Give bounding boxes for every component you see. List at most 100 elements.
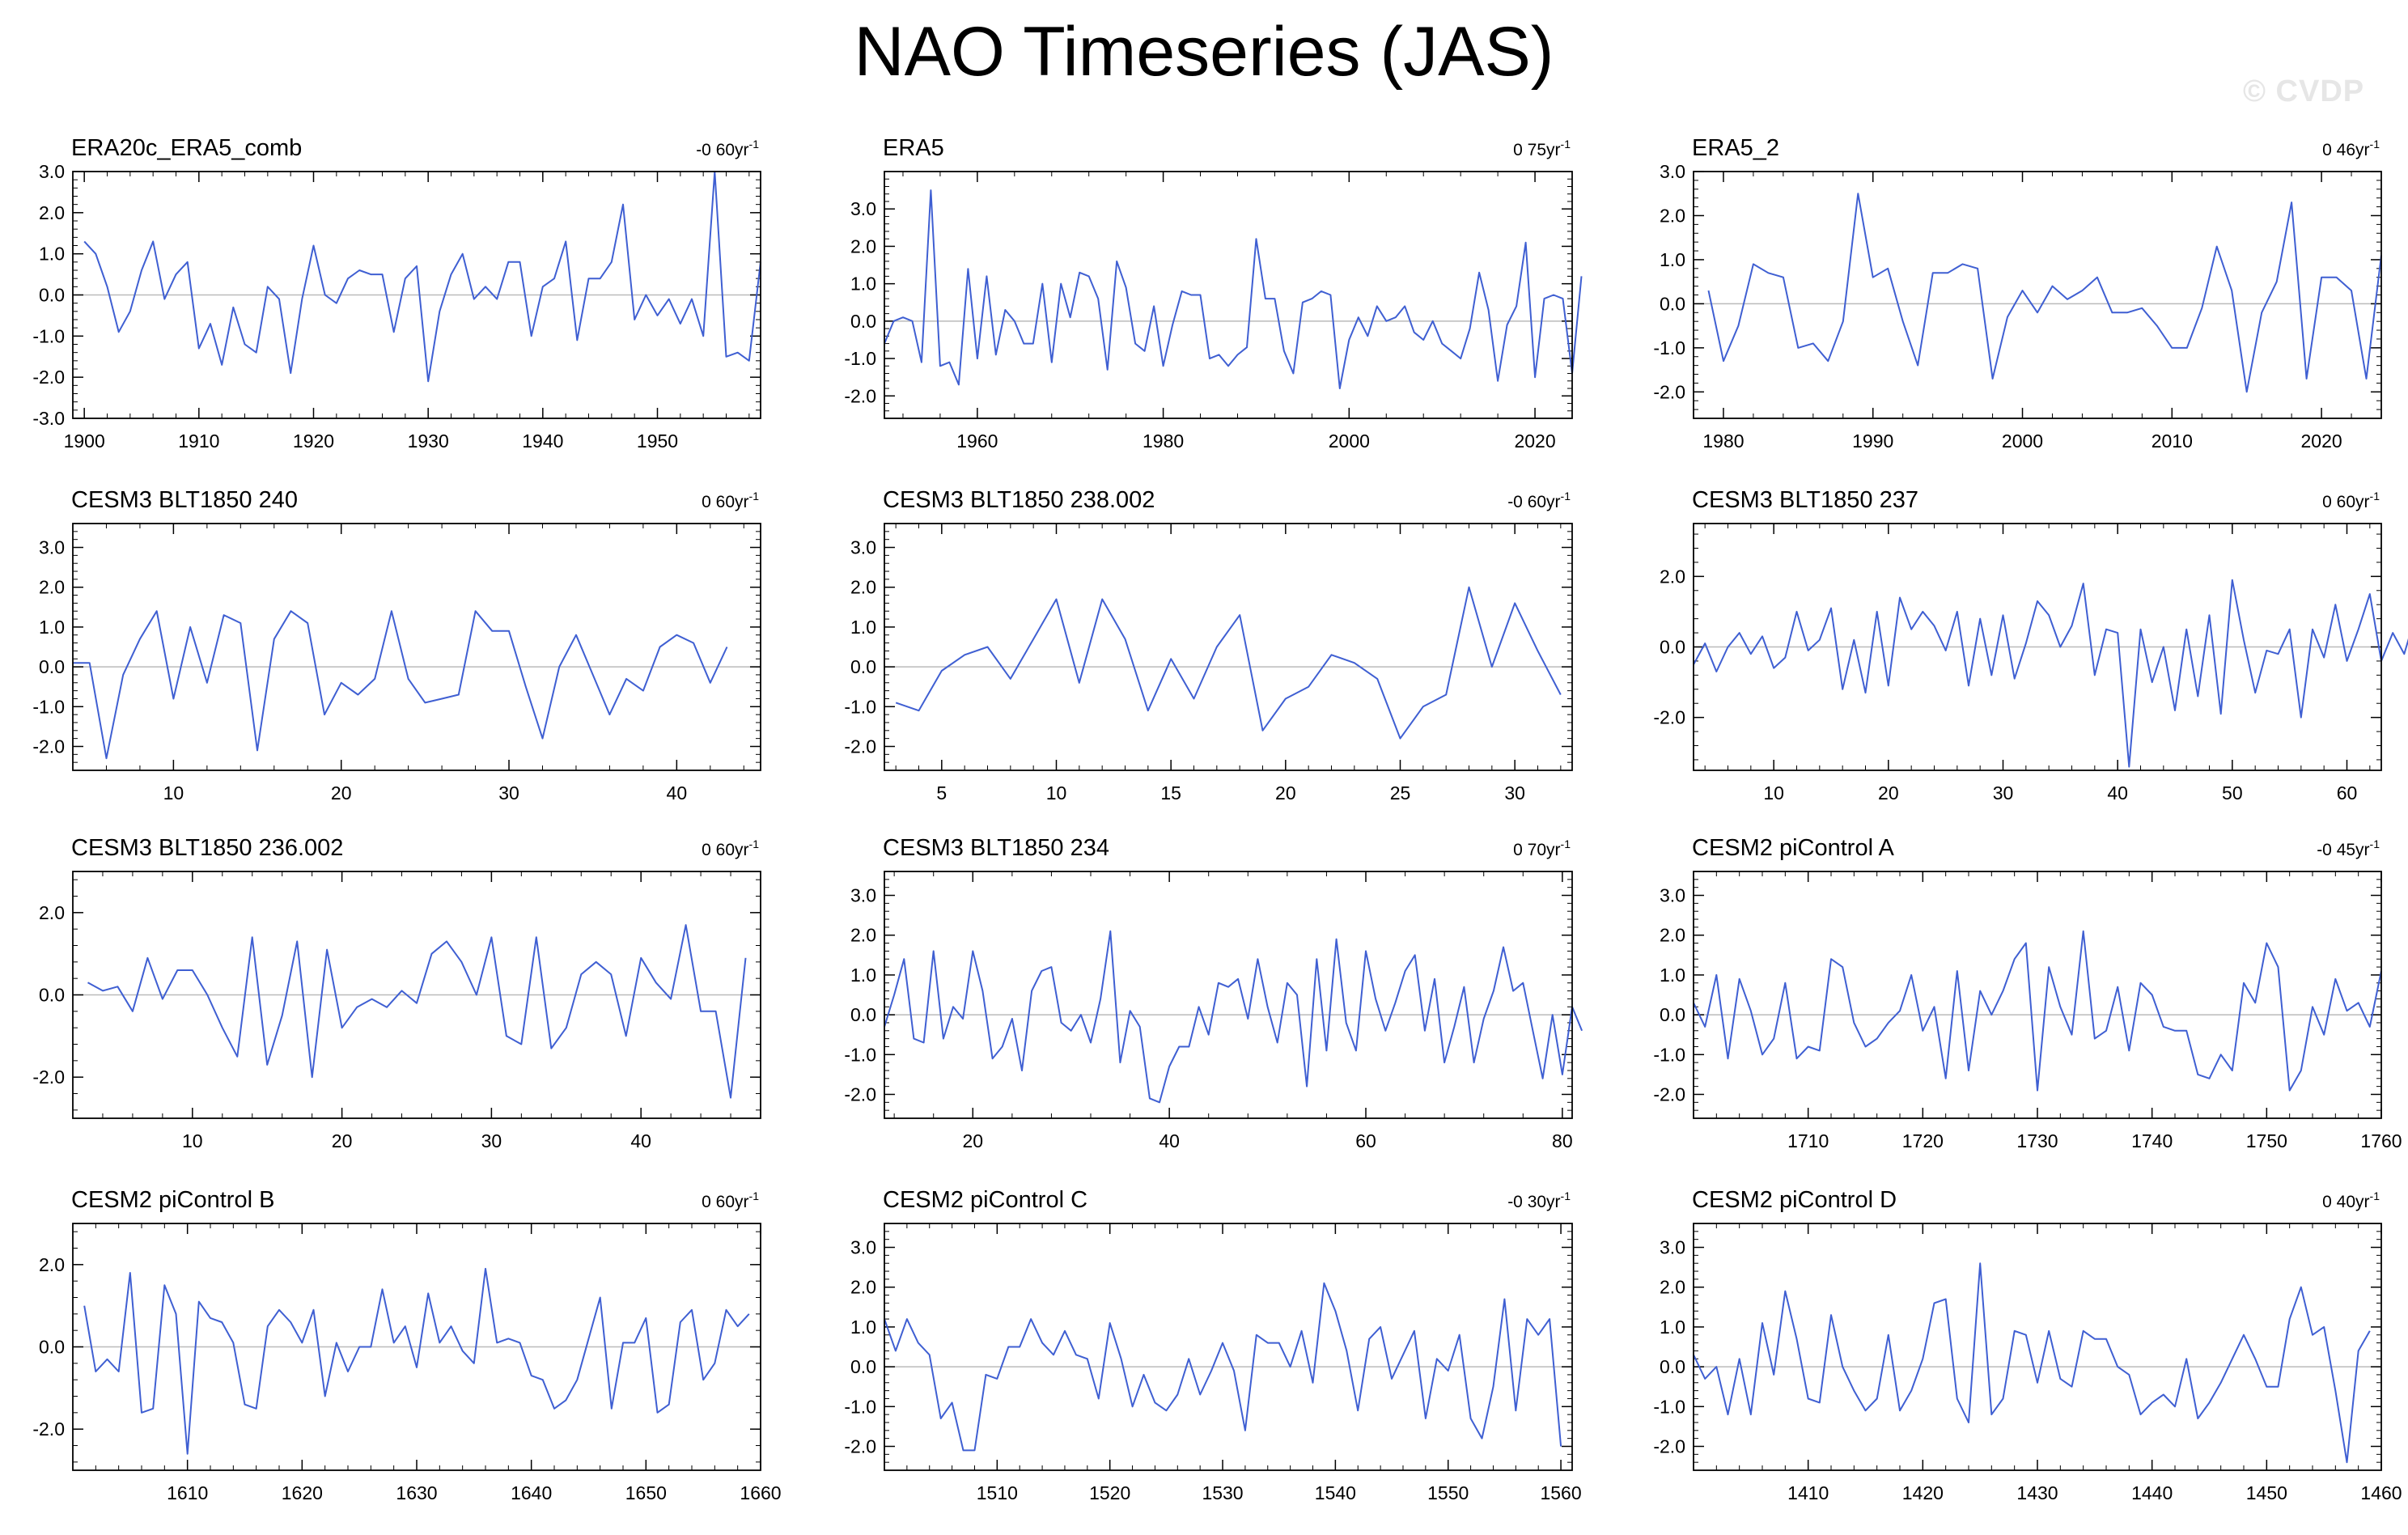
y-tick-label: 3.0 — [850, 1237, 876, 1258]
trend-label: -0 60yr-1 — [696, 138, 759, 159]
y-tick-label: 0.0 — [39, 656, 65, 677]
y-tick-label: 0.0 — [1660, 293, 1685, 314]
plot-frame — [72, 523, 761, 771]
trend-label: 0 70yr-1 — [1513, 837, 1571, 859]
y-tick-label: -1.0 — [844, 348, 876, 369]
trend-label: 0 60yr-1 — [2322, 490, 2380, 511]
y-tick-label: 0.0 — [39, 285, 65, 306]
panel-title: CESM2 piControl B — [71, 1187, 274, 1213]
y-tick-label: 2.0 — [1660, 925, 1685, 946]
plot-frame — [1693, 1223, 2382, 1471]
y-tick-label: -2.0 — [844, 1083, 876, 1105]
x-tick-label: 1440 — [2131, 1482, 2173, 1503]
nao-series-line — [83, 1267, 750, 1455]
x-tick-label: 30 — [498, 782, 519, 804]
nao-series-line — [884, 189, 1583, 389]
x-tick-label: 1620 — [282, 1482, 323, 1503]
x-tick-label: 60 — [2337, 782, 2358, 804]
nao-panel-9: CESM2 piControl A -0 45yr-1 -2.0 -1.0 0.0 1.0… — [1653, 835, 2402, 1151]
y-tick-label: 3.0 — [850, 198, 876, 219]
x-tick-label: 1430 — [2016, 1482, 2058, 1503]
y-tick-label: 3.0 — [1660, 161, 1685, 182]
y-tick-label: 0.0 — [850, 656, 876, 677]
plot-frame — [72, 871, 761, 1119]
x-tick-label: 10 — [1046, 782, 1067, 804]
y-tick-label: 2.0 — [850, 577, 876, 598]
y-tick-label: -2.0 — [32, 367, 65, 388]
y-tick-label: 3.0 — [1660, 885, 1685, 906]
panel-title: CESM2 piControl C — [883, 1187, 1087, 1213]
x-tick-label: 5 — [936, 782, 947, 804]
nao-panel-5: CESM3 BLT1850 238.002 -0 60yr-1 -2.0 -1.0 0.… — [844, 487, 1573, 804]
x-tick-label: 2000 — [1329, 430, 1370, 452]
nao-panel-11: CESM2 piControl C -0 30yr-1 -2.0 -1.0 0.0 1.0… — [844, 1187, 1581, 1503]
x-tick-label: 50 — [2222, 782, 2243, 804]
nao-series-line — [1693, 579, 2408, 768]
x-tick-label: 2000 — [2002, 430, 2043, 452]
nao-series-line — [73, 610, 728, 760]
panel-title: CESM3 BLT1850 237 — [1692, 487, 1918, 513]
x-tick-label: 1410 — [1787, 1482, 1829, 1503]
x-tick-label: 1920 — [293, 430, 334, 452]
y-tick-label: -1.0 — [844, 696, 876, 717]
x-tick-label: 40 — [667, 782, 688, 804]
nao-series-line — [884, 930, 1583, 1104]
x-tick-label: 1550 — [1427, 1482, 1469, 1503]
nao-series-line — [83, 171, 761, 383]
panel-title: CESM2 piControl D — [1692, 1187, 1897, 1213]
nao-panel-8: CESM3 BLT1850 234 0 70yr-1 -2.0 -1.0 0.0 1.0 2… — [844, 835, 1583, 1151]
trend-label: 0 60yr-1 — [702, 837, 759, 859]
x-tick-label: 1910 — [178, 430, 219, 452]
x-tick-label: 1560 — [1540, 1482, 1581, 1503]
y-tick-label: -2.0 — [32, 1418, 65, 1440]
y-tick-label: -2.0 — [1653, 1083, 1685, 1105]
y-tick-label: 1.0 — [1660, 1317, 1685, 1338]
y-tick-label: 2.0 — [1660, 566, 1685, 587]
plot-frame — [884, 171, 1573, 419]
y-tick-label: 1.0 — [850, 274, 876, 295]
nao-series-line — [1693, 930, 2382, 1092]
y-tick-label: -2.0 — [1653, 1435, 1685, 1457]
trend-label: -0 60yr-1 — [1507, 490, 1571, 511]
nao-panel-3: ERA5_2 0 46yr-1 -2.0 -1.0 0.0 1.0 2.0 3.0 1980 19… — [1653, 135, 2382, 452]
x-tick-label: 1760 — [2360, 1130, 2402, 1151]
x-tick-label: 1640 — [511, 1482, 552, 1503]
x-tick-label: 40 — [630, 1130, 651, 1151]
y-tick-label: 1.0 — [39, 617, 65, 638]
page-title: NAO Timeseries (JAS) — [854, 13, 1554, 91]
plot-frame — [884, 871, 1573, 1119]
x-tick-label: 1530 — [1202, 1482, 1243, 1503]
plot-frame — [1693, 171, 2382, 419]
x-tick-label: 1980 — [1702, 430, 1744, 452]
nao-panel-10: CESM2 piControl B 0 60yr-1 -2.0 0.0 2.0 1610 1… — [32, 1187, 781, 1503]
x-tick-label: 1510 — [977, 1482, 1018, 1503]
y-tick-label: 1.0 — [1660, 249, 1685, 270]
y-tick-label: 0.0 — [39, 985, 65, 1006]
y-tick-label: 0.0 — [1660, 637, 1685, 658]
nao-panel-4: CESM3 BLT1850 240 0 60yr-1 -2.0 -1.0 0.0 1.0 2… — [32, 487, 761, 804]
x-tick-label: 2020 — [2301, 430, 2342, 452]
trend-label: 0 46yr-1 — [2322, 138, 2380, 159]
y-tick-label: 2.0 — [1660, 205, 1685, 226]
x-tick-label: 20 — [331, 782, 352, 804]
x-tick-label: 1900 — [64, 430, 105, 452]
x-tick-label: 1660 — [740, 1482, 781, 1503]
x-tick-label: 25 — [1390, 782, 1411, 804]
x-tick-label: 10 — [163, 782, 184, 804]
y-tick-label: 3.0 — [850, 537, 876, 558]
y-tick-label: -1.0 — [844, 1044, 876, 1065]
x-tick-label: 1710 — [1787, 1130, 1829, 1151]
x-tick-label: 1610 — [167, 1482, 208, 1503]
x-tick-label: 1720 — [1902, 1130, 1944, 1151]
y-tick-label: 1.0 — [850, 1317, 876, 1338]
y-tick-label: -2.0 — [32, 736, 65, 757]
y-tick-label: -2.0 — [32, 1066, 65, 1088]
y-tick-label: 3.0 — [1660, 1237, 1685, 1258]
nao-panel-6: CESM3 BLT1850 237 0 60yr-1 -2.0 0.0 2.0 10 20 3… — [1653, 487, 2408, 804]
y-tick-label: 2.0 — [850, 1277, 876, 1298]
y-tick-label: 0.0 — [850, 1004, 876, 1025]
x-tick-label: 1750 — [2246, 1130, 2287, 1151]
x-tick-label: 30 — [1504, 782, 1525, 804]
x-tick-label: 1930 — [408, 430, 449, 452]
